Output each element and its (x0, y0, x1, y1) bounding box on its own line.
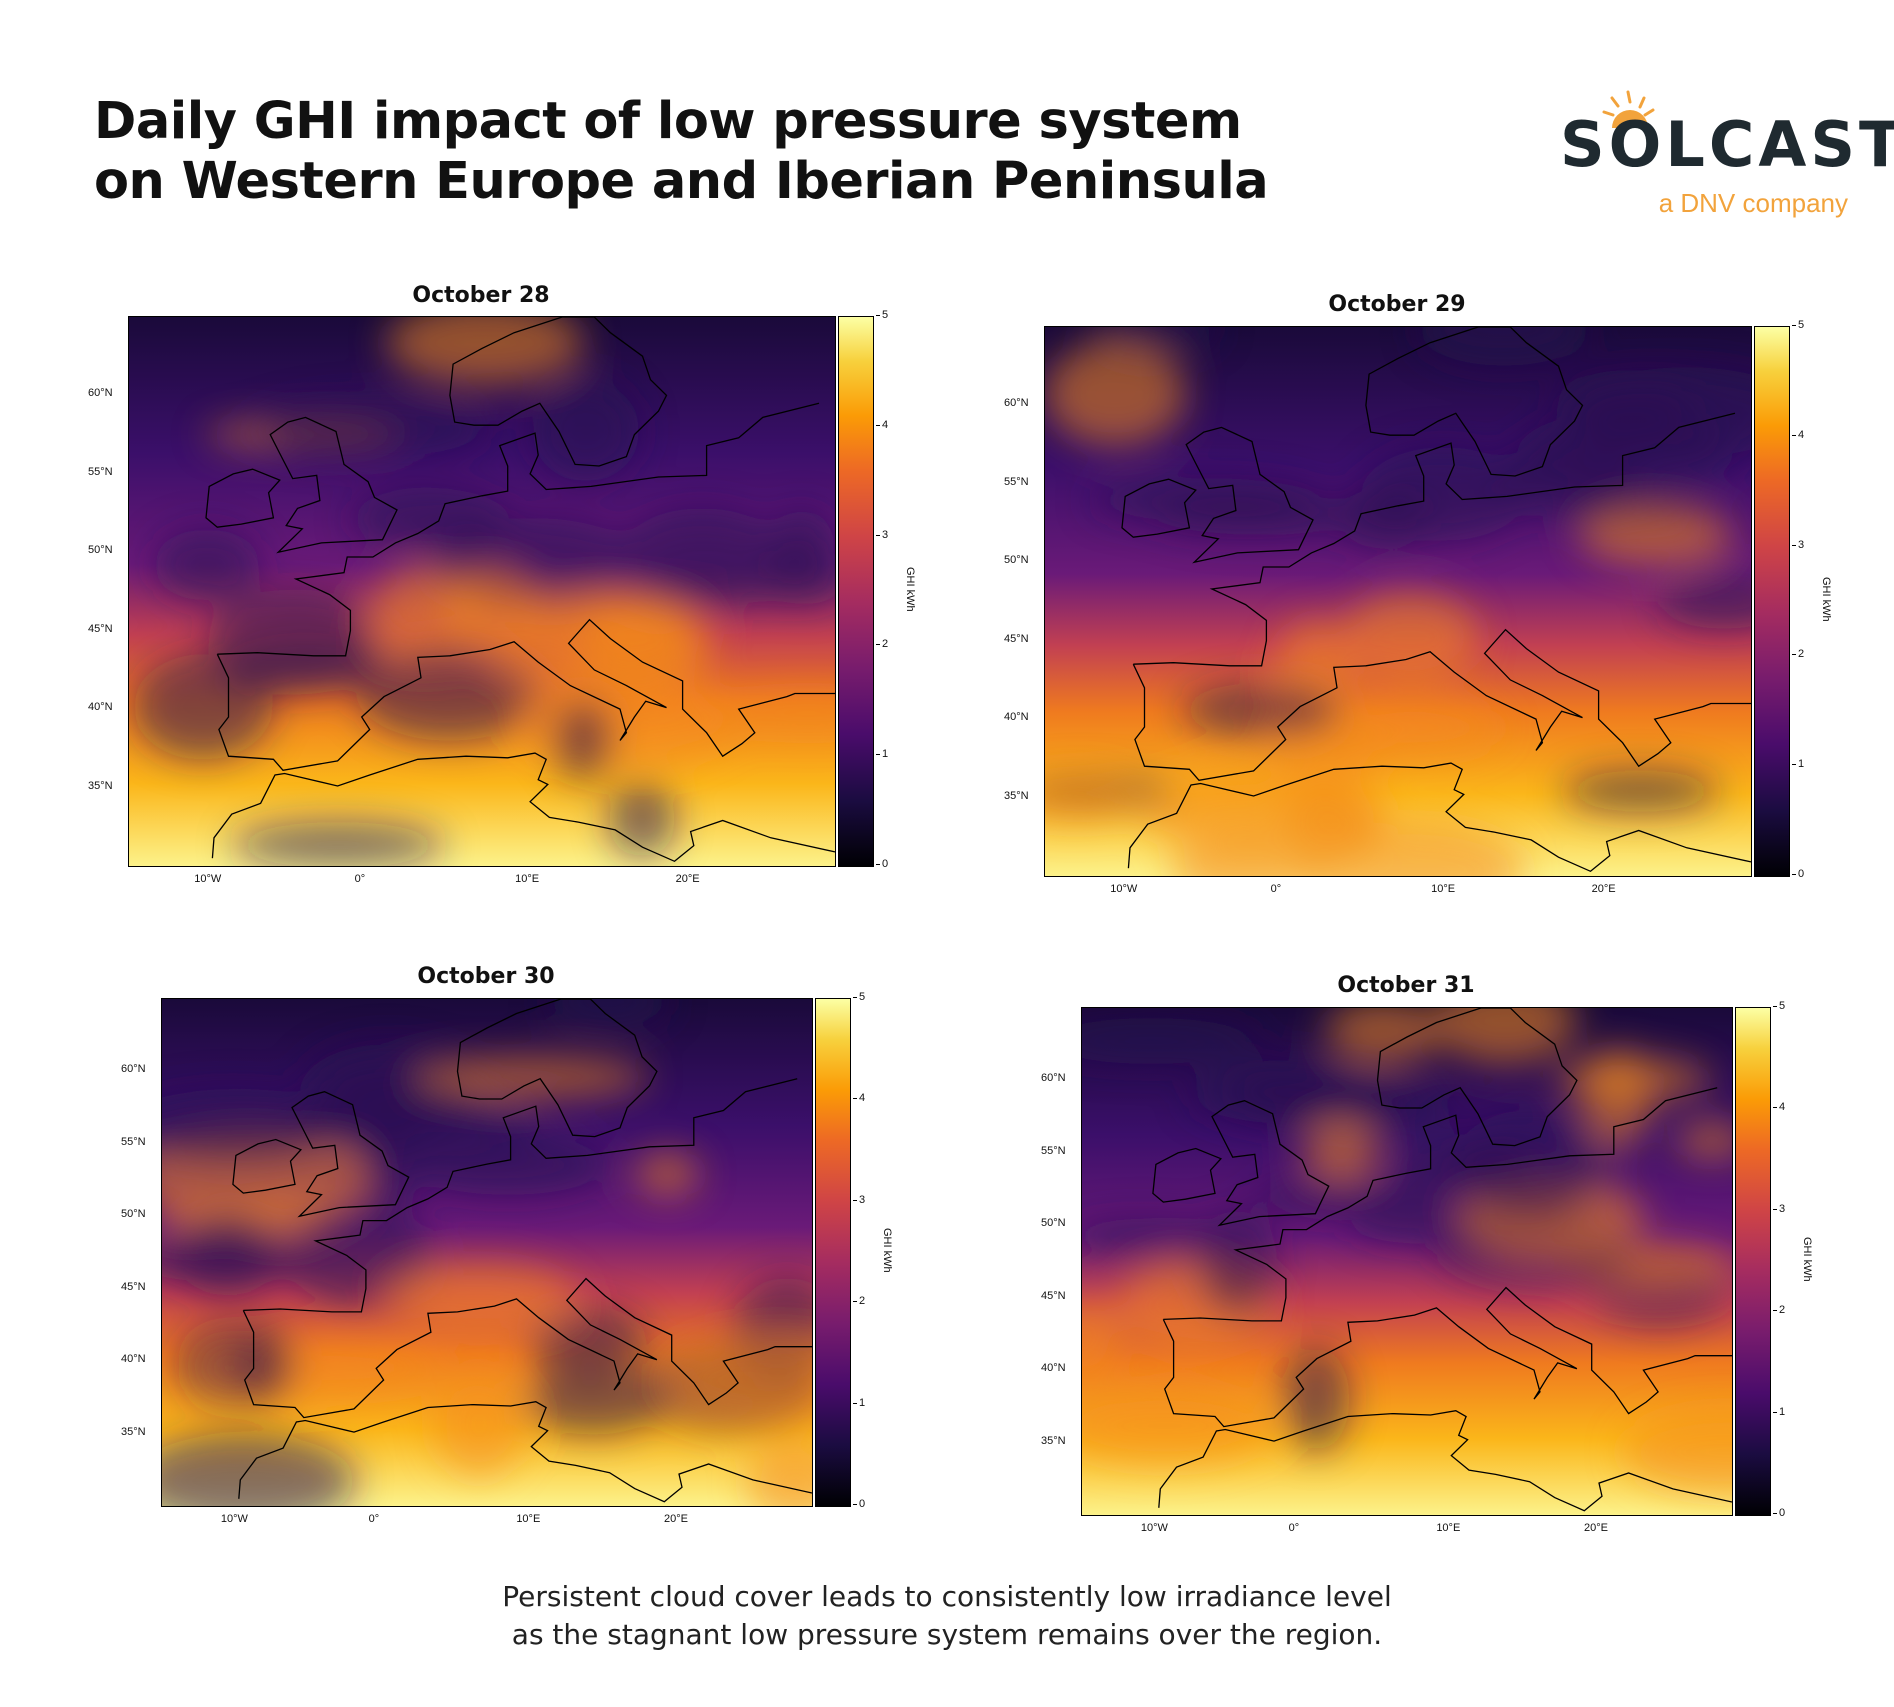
solcast-logo: SOLCAST a DNV company (1560, 88, 1894, 228)
lat-tick-label: 40°N (88, 701, 113, 714)
lon-tick-label: 20°E (675, 873, 700, 885)
lon-tick-label: 10°W (194, 873, 222, 885)
lat-tick-label: 40°N (1041, 1362, 1066, 1375)
colorbar (838, 316, 874, 867)
lon-tick-label: 10°W (220, 1513, 248, 1525)
colorbar-tick-label: 4 (1772, 1101, 1786, 1114)
colorbar-tick-label: 1 (1772, 1405, 1786, 1418)
page-title: Daily GHI impact of low pressure system … (94, 92, 1274, 212)
colorbar-tick-label: 3 (1791, 538, 1805, 551)
colorbar-tick-label: 4 (852, 1092, 866, 1105)
colorbar-tick-label: 0 (875, 858, 889, 870)
lat-tick-label: 50°N (88, 544, 113, 557)
colorbar-tick-label: 3 (852, 1193, 866, 1206)
colorbar (815, 998, 851, 1507)
colorbar-tick-label: 0 (852, 1498, 866, 1510)
panel-title: October 29 (1328, 292, 1466, 317)
panel-title: October 31 (1337, 973, 1475, 998)
panel-title: October 28 (412, 283, 550, 308)
lon-tick-label: 10°E (1436, 1522, 1461, 1534)
lon-tick-label: 10°E (516, 1513, 541, 1525)
caption: Persistent cloud cover leads to consiste… (0, 1578, 1894, 1654)
ghi-map (161, 998, 813, 1507)
lat-tick-label: 55°N (121, 1135, 146, 1148)
caption-line-1: Persistent cloud cover leads to consiste… (502, 1580, 1392, 1613)
colorbar-tick-label: 1 (1791, 758, 1805, 771)
colorbar-tick-label: 2 (1772, 1304, 1786, 1317)
colorbar-tick-label: 0 (1791, 868, 1805, 880)
colorbar-tick-label: 2 (875, 638, 889, 651)
lat-tick-label: 55°N (88, 465, 113, 478)
lat-tick-label: 60°N (121, 1063, 146, 1076)
lat-tick-label: 50°N (1041, 1217, 1066, 1230)
ghi-heatmap (1082, 1008, 1732, 1515)
lon-tick-label: 0° (1288, 1522, 1300, 1534)
lat-tick-label: 35°N (1041, 1434, 1066, 1447)
colorbar-tick-label: 2 (852, 1295, 866, 1308)
ghi-map (128, 316, 836, 867)
sun-icon (1602, 90, 1655, 128)
colorbar-tick-label: 1 (852, 1396, 866, 1409)
lat-tick-label: 35°N (1004, 789, 1029, 802)
lon-tick-label: 10°E (515, 873, 540, 885)
lon-tick-label: 20°E (664, 1513, 689, 1525)
lon-tick-label: 10°E (1431, 883, 1456, 895)
colorbar-tick-label: 5 (1791, 319, 1805, 331)
colorbar-label: GHI kWh (1820, 576, 1832, 622)
ghi-map (1081, 1007, 1733, 1516)
colorbar-label: GHI kWh (881, 1227, 893, 1273)
title-line-2: on Western Europe and Iberian Peninsula (94, 152, 1269, 211)
colorbar-tick-label: 2 (1791, 648, 1805, 661)
colorbar-label: GHI kWh (904, 566, 916, 612)
panel-title: October 30 (417, 964, 555, 989)
colorbar-tick-label: 1 (875, 748, 889, 761)
colorbar-tick-label: 5 (1772, 1000, 1786, 1012)
lat-tick-label: 45°N (1041, 1289, 1066, 1302)
lat-tick-label: 35°N (88, 779, 113, 792)
lon-tick-label: 0° (1270, 883, 1282, 895)
lat-tick-label: 40°N (121, 1353, 146, 1366)
ghi-map (1044, 326, 1752, 877)
caption-line-2: as the stagnant low pressure system rema… (511, 1618, 1383, 1651)
lon-tick-label: 0° (368, 1513, 380, 1525)
ghi-heatmap (1045, 327, 1751, 876)
lat-tick-label: 45°N (88, 622, 113, 635)
colorbar (1754, 326, 1790, 877)
lat-tick-label: 50°N (1004, 554, 1029, 567)
lon-tick-label: 0° (354, 873, 366, 885)
colorbar-tick-label: 0 (1772, 1507, 1786, 1519)
lat-tick-label: 60°N (1041, 1072, 1066, 1085)
colorbar-label: GHI kWh (1801, 1236, 1813, 1282)
logo-subtitle: a DNV company (1658, 188, 1848, 218)
lat-tick-label: 60°N (1004, 397, 1029, 410)
lat-tick-label: 45°N (1004, 632, 1029, 645)
colorbar (1735, 1007, 1771, 1516)
colorbar-tick-label: 3 (1772, 1202, 1786, 1215)
colorbar-tick-label: 4 (1791, 428, 1805, 441)
lon-tick-label: 10°W (1110, 883, 1138, 895)
ghi-heatmap (162, 999, 812, 1506)
lon-tick-label: 20°E (1591, 883, 1616, 895)
lon-tick-label: 10°W (1140, 1522, 1168, 1534)
lat-tick-label: 40°N (1004, 711, 1029, 724)
lat-tick-label: 55°N (1041, 1144, 1066, 1157)
title-line-1: Daily GHI impact of low pressure system (94, 92, 1242, 151)
lon-tick-label: 20°E (1584, 1522, 1609, 1534)
ghi-heatmap (129, 317, 835, 866)
lat-tick-label: 55°N (1004, 475, 1029, 488)
lat-tick-label: 45°N (121, 1280, 146, 1293)
colorbar-tick-label: 5 (875, 309, 889, 321)
colorbar-tick-label: 3 (875, 528, 889, 541)
lat-tick-label: 60°N (88, 387, 113, 400)
colorbar-tick-label: 5 (852, 991, 866, 1003)
colorbar-tick-label: 4 (875, 418, 889, 431)
lat-tick-label: 50°N (121, 1208, 146, 1221)
lat-tick-label: 35°N (121, 1425, 146, 1438)
logo-wordmark: SOLCAST (1560, 108, 1894, 181)
